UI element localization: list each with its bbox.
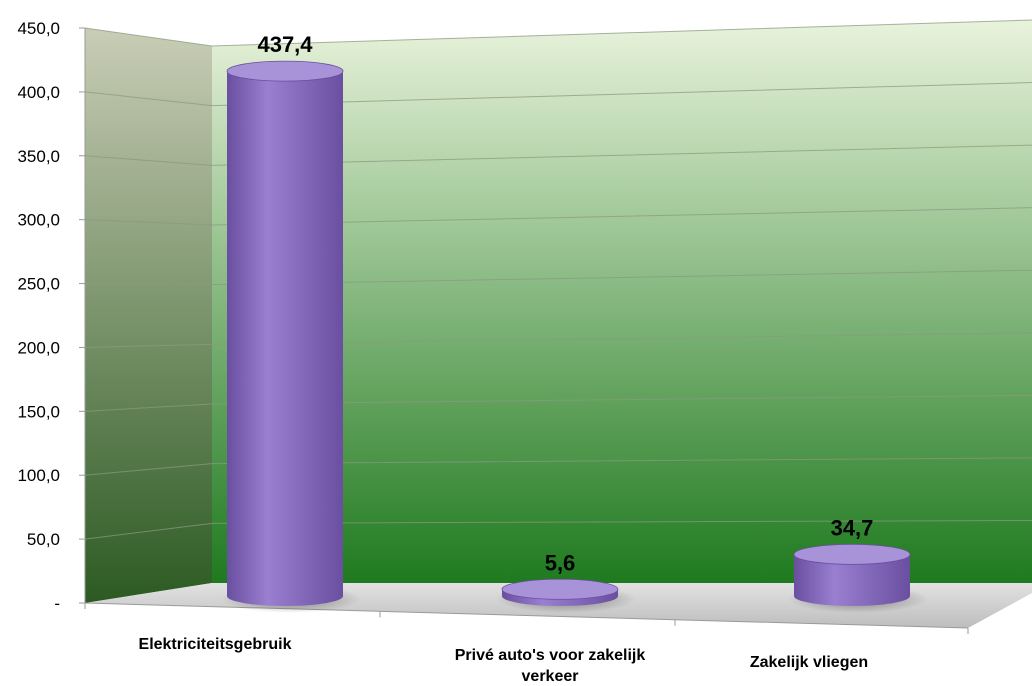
y-tick-label: 300,0 — [17, 211, 60, 230]
bar-top — [226, 60, 344, 82]
data-label: 5,6 — [545, 550, 576, 575]
gridline — [84, 19, 1032, 47]
y-tick-label: - — [54, 594, 60, 613]
x-category-label: Privé auto's voor zakelijk verkeer — [455, 647, 646, 685]
y-tick-label: 150,0 — [17, 402, 60, 421]
y-axis-ticks: - 50,0 100,0 150,0 200,0 250,0 300,0 350,0 400,0… — [17, 19, 85, 613]
bar — [227, 71, 343, 607]
x-axis-labels: Elektriciteitsgebruik Privé auto's voor z… — [139, 636, 869, 685]
bar-top — [501, 578, 619, 600]
data-label: 34,7 — [831, 515, 874, 540]
y-tick-label: 50,0 — [27, 530, 60, 549]
gridline — [84, 207, 1032, 226]
y-tick-label: 250,0 — [17, 275, 60, 294]
data-labels: 437,4 5,6 34,7 — [257, 32, 873, 575]
data-label: 437,4 — [257, 32, 313, 57]
bar — [794, 554, 910, 606]
gridline — [84, 144, 1032, 166]
side-wall — [85, 28, 212, 603]
gridline — [84, 269, 1032, 286]
x-category-label: Zakelijk vliegen — [750, 654, 868, 671]
y-tick-label: 350,0 — [17, 147, 60, 166]
gridline — [84, 394, 1032, 412]
y-tick-label: 100,0 — [17, 466, 60, 485]
x-axis-ticks — [84, 603, 969, 634]
gridline — [84, 457, 1032, 476]
x-axis-line — [84, 602, 969, 629]
gridlines — [84, 19, 1032, 540]
plot-area — [84, 19, 1032, 629]
y-tick-label: 200,0 — [17, 338, 60, 357]
gridline — [84, 519, 1032, 540]
y-tick-label: 400,0 — [17, 83, 60, 102]
gridline — [84, 82, 1032, 107]
bars — [221, 60, 928, 613]
x-category-label: Elektriciteitsgebruik — [139, 636, 292, 653]
bar-top — [793, 543, 911, 565]
gridline — [84, 332, 1032, 348]
y-tick-label: 450,0 — [17, 19, 60, 38]
